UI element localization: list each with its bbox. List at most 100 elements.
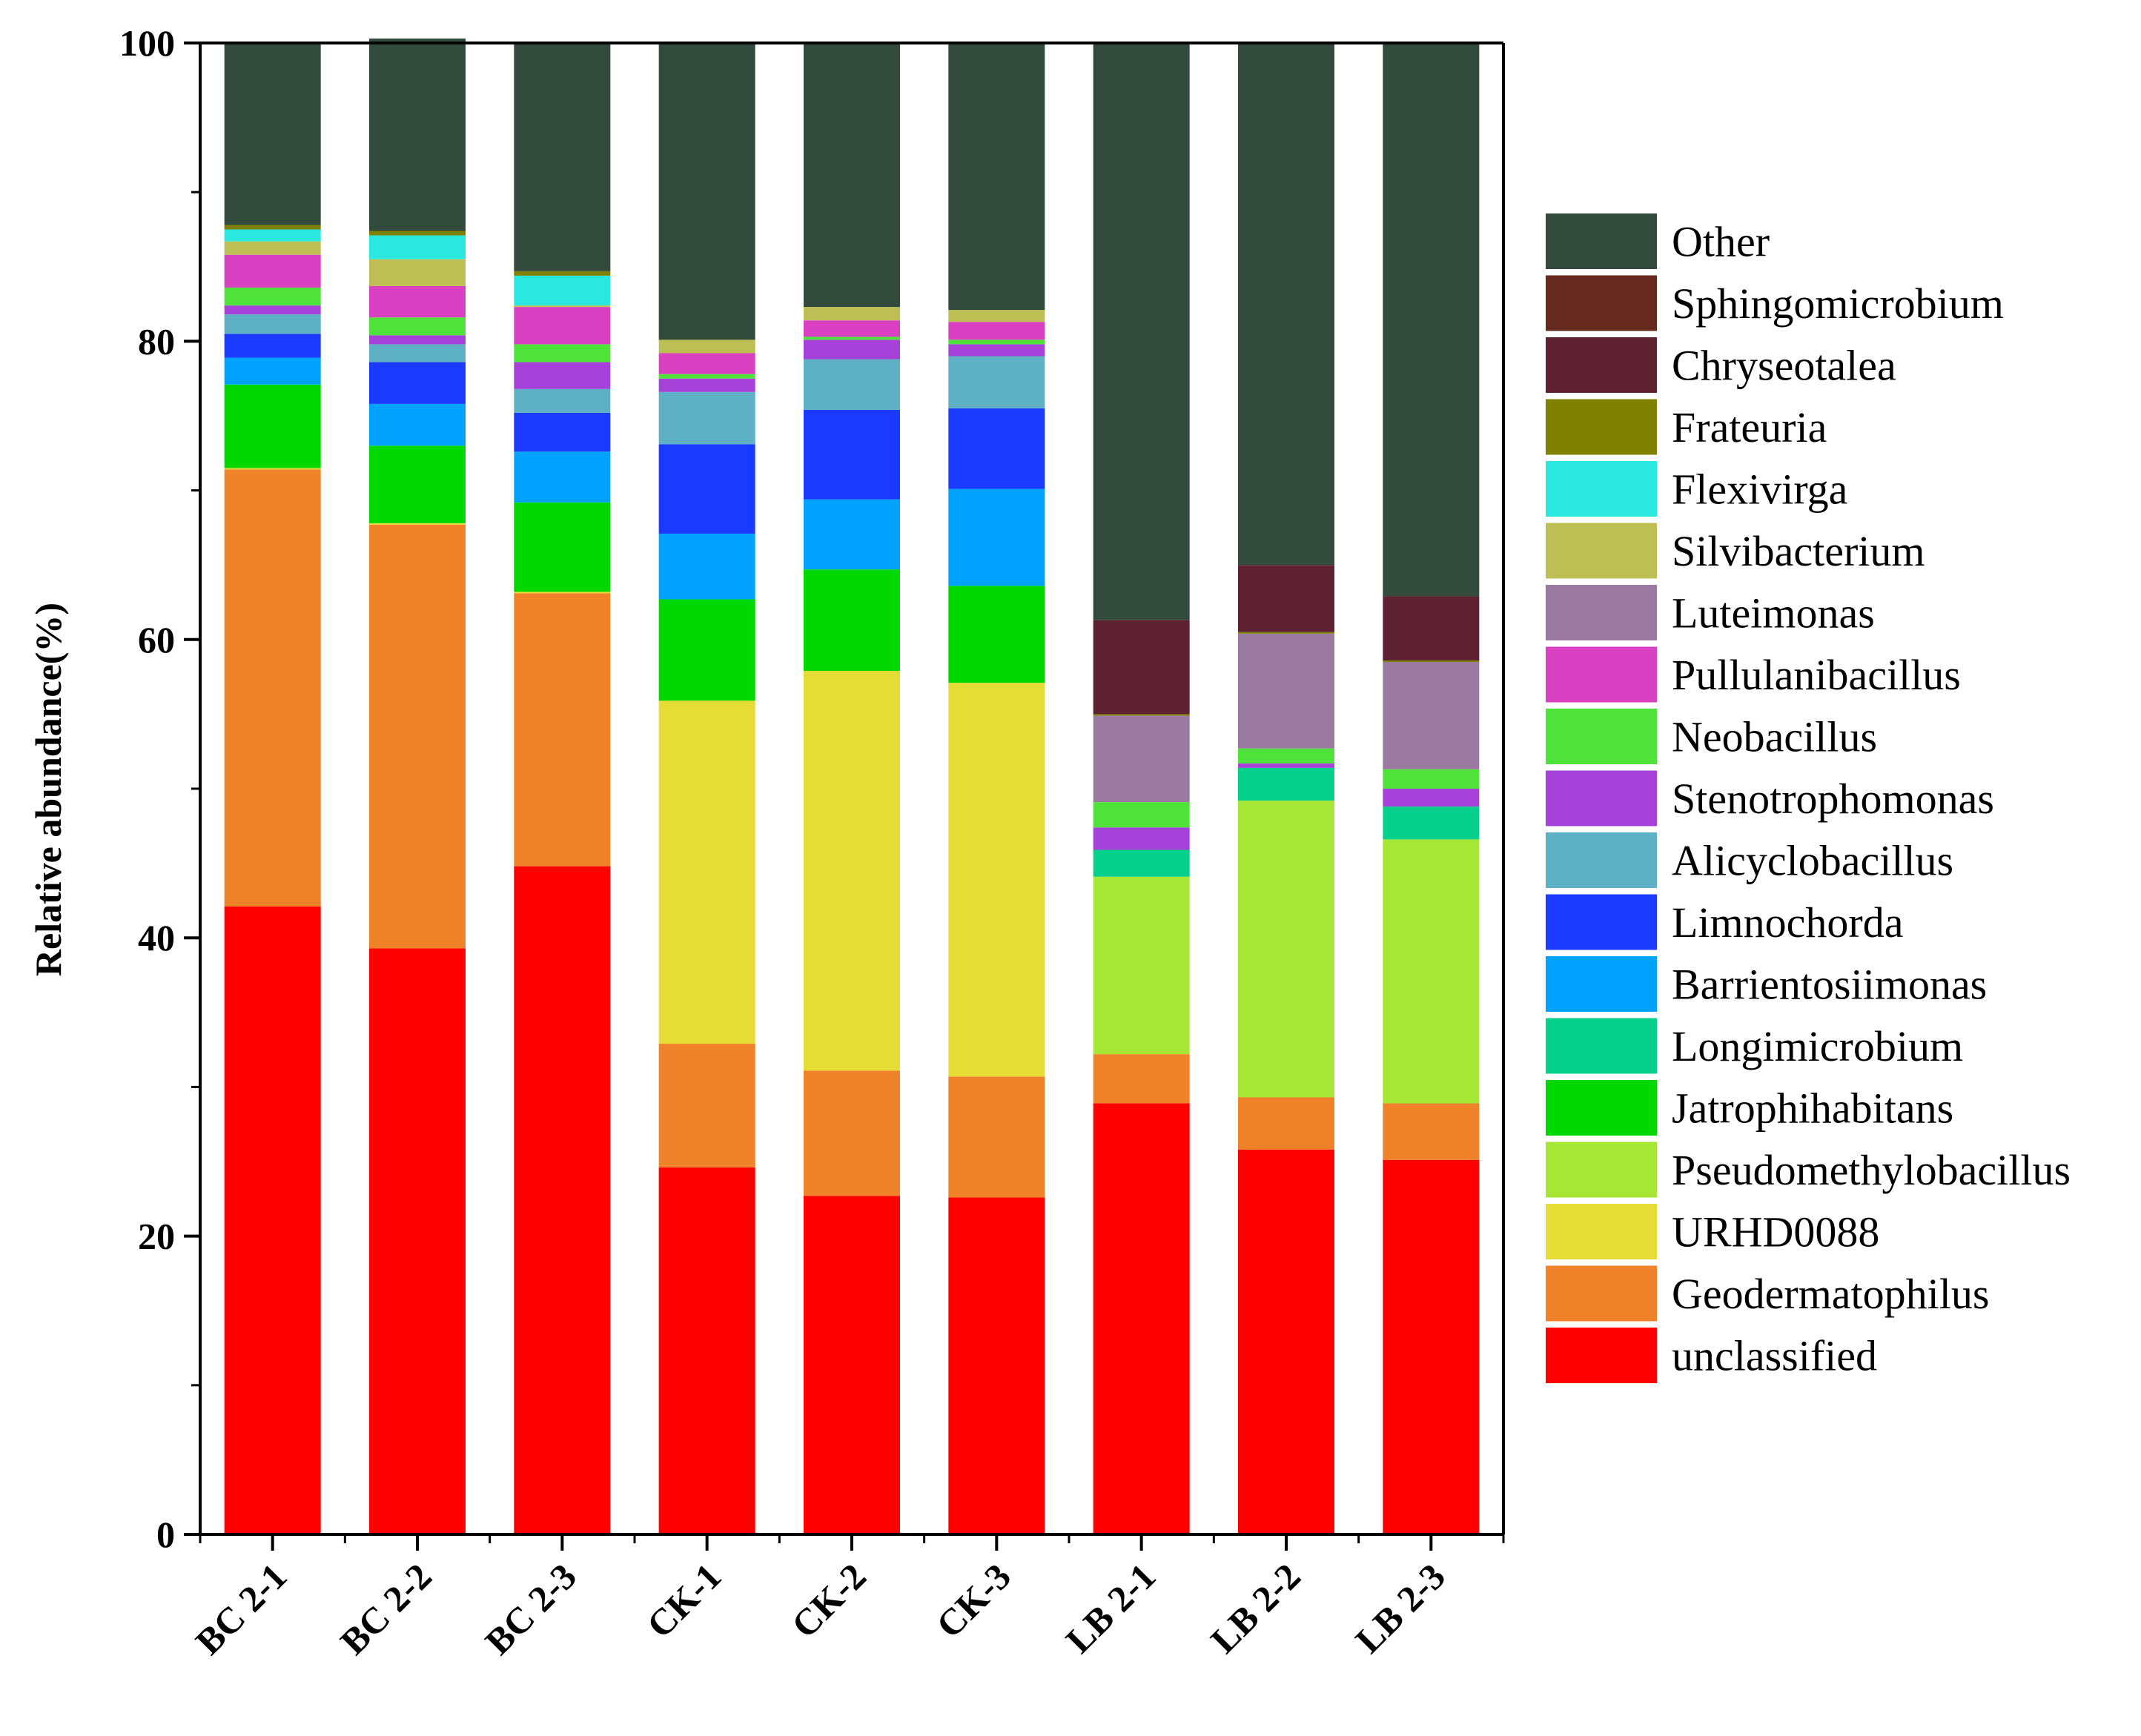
x-tick-label: BC 2-1: [188, 1555, 295, 1663]
legend-label: Alicyclobacillus: [1672, 837, 1953, 885]
bar-segment-urhd0088: [804, 671, 900, 1071]
bar-stack-bc-2-3: [514, 43, 611, 1534]
bar-segment-other: [1238, 43, 1334, 566]
bar-segment-silvibacterium: [224, 241, 321, 255]
bar-segment-silvibacterium: [948, 310, 1045, 322]
legend-label: Other: [1672, 218, 1770, 266]
bar-segment-neobacillus: [514, 344, 611, 362]
y-tick-label: 60: [138, 619, 175, 660]
y-tick-label: 100: [119, 22, 175, 64]
bar-segment-stenotrophomonas: [1093, 827, 1190, 850]
bar-segment-silvibacterium: [658, 339, 755, 354]
bar-segment-limnochorda: [224, 334, 321, 358]
bar-segment-neobacillus: [948, 339, 1045, 345]
legend: Other Sphingomicrobium Chryseotalea Frateur…: [1546, 213, 2071, 1383]
bar-segment-limnochorda: [948, 408, 1045, 489]
bar-stack-lb-2-2: [1238, 43, 1334, 1534]
bar-segment-pullulanibacillus: [804, 320, 900, 337]
legend-item-pullulanibacillus: Pullulanibacillus: [1546, 646, 1961, 703]
legend-label: URHD0088: [1672, 1208, 1879, 1256]
bar-segment-unclassified: [1383, 1159, 1480, 1534]
bar-segment-limnochorda: [369, 362, 466, 404]
legend-label: Pullulanibacillus: [1672, 651, 1961, 699]
x-tick-label: BC 2-2: [332, 1555, 440, 1663]
bars: [224, 38, 1480, 1534]
bar-segment-frateuria: [1093, 714, 1190, 716]
y-tick-label: 80: [138, 320, 175, 362]
bar-segment-geodermatophilus: [1383, 1103, 1480, 1160]
bar-stack-lb-2-3: [1383, 43, 1480, 1534]
legend-swatch: [1546, 1265, 1657, 1322]
bar-segment-stenotrophomonas: [1238, 763, 1334, 768]
bar-segment-alicyclobacillus: [224, 314, 321, 334]
bar-segment-frateuria: [514, 271, 611, 276]
bar-segment-barrientosiimonas: [224, 357, 321, 385]
x-tick-label: CK-2: [784, 1555, 874, 1646]
bar-segment-geodermatophilus: [948, 1076, 1045, 1198]
bar-segment-longimicrobium: [1383, 806, 1480, 840]
bar-segment-other: [658, 43, 755, 340]
bar-segment-chryseotalea: [1383, 596, 1480, 660]
bar-segment-geodermatophilus: [1238, 1097, 1334, 1150]
bar-segment-silvibacterium: [514, 305, 611, 308]
legend-swatch: [1546, 770, 1657, 826]
legend-item-stenotrophomonas: Stenotrophomonas: [1546, 770, 1994, 826]
bar-segment-unclassified: [658, 1167, 755, 1534]
bar-segment-other: [804, 43, 900, 308]
legend-item-urhd0088: URHD0088: [1546, 1204, 1879, 1259]
legend-label: Limnochorda: [1672, 898, 1903, 947]
y-ticks: 0 20 40 60 80 100: [119, 22, 200, 1555]
bar-segment-unclassified: [804, 1196, 900, 1534]
bar-segment-other: [514, 43, 611, 271]
bar-segment-longimicrobium: [1093, 849, 1190, 877]
x-ticks: BC 2-1 BC 2-2 BC 2-3 CK-1 CK-2 CK-3 LB 2-1 LB 2…: [188, 1534, 1505, 1663]
bar-segment-neobacillus: [1093, 802, 1190, 828]
bar-segment-longimicrobium: [1238, 767, 1334, 801]
bar-segment-barrientosiimonas: [804, 499, 900, 570]
bar-segment-flexivirga: [514, 275, 611, 306]
legend-swatch: [1546, 709, 1657, 764]
y-tick-label: 40: [138, 917, 175, 958]
legend-swatch: [1546, 337, 1657, 393]
bar-segment-jatrophihabitans: [658, 599, 755, 701]
bar-stack-ck-1: [658, 43, 755, 1534]
bar-segment-frateuria: [369, 231, 466, 236]
bar-segment-stenotrophomonas: [1383, 789, 1480, 807]
legend-label: Stenotrophomonas: [1672, 775, 1994, 823]
legend-swatch: [1546, 894, 1657, 950]
legend-swatch: [1546, 1080, 1657, 1136]
bar-segment-stenotrophomonas: [658, 378, 755, 392]
legend-swatch: [1546, 1018, 1657, 1074]
bar-segment-geodermatophilus: [224, 469, 321, 907]
bar-segment-limnochorda: [658, 444, 755, 534]
bar-segment-neobacillus: [224, 287, 321, 306]
bar-segment-unclassified: [1238, 1149, 1334, 1534]
bar-segment-other: [1383, 43, 1480, 597]
legend-label: Barrientosiimonas: [1672, 961, 1987, 1009]
legend-item-barrientosiimonas: Barrientosiimonas: [1546, 956, 1987, 1012]
bar-segment-other: [1093, 43, 1190, 620]
bar-segment-geodermatophilus: [804, 1070, 900, 1196]
bar-segment-stenotrophomonas: [514, 362, 611, 389]
bar-segment-pullulanibacillus: [948, 322, 1045, 340]
bar-segment-frateuria: [1238, 632, 1334, 634]
bar-segment-alicyclobacillus: [514, 388, 611, 413]
legend-label: Jatrophihabitans: [1672, 1084, 1953, 1133]
legend-label: Flexivirga: [1672, 466, 1847, 514]
bar-segment-neobacillus: [1383, 769, 1480, 789]
bar-segment-neobacillus: [804, 337, 900, 340]
legend-swatch: [1546, 461, 1657, 517]
legend-item-chryseotalea: Chryseotalea: [1546, 337, 1896, 393]
legend-item-sphingomicrobium: Sphingomicrobium: [1546, 275, 2004, 331]
legend-item-geodermatophilus: Geodermatophilus: [1546, 1265, 1989, 1322]
bar-segment-neobacillus: [1238, 748, 1334, 763]
bar-segment-chryseotalea: [1093, 620, 1190, 715]
bar-segment-alicyclobacillus: [804, 359, 900, 410]
x-tick-label: LB 2-3: [1347, 1555, 1453, 1661]
legend-label: Frateuria: [1672, 403, 1827, 451]
x-tick-label: LB 2-1: [1058, 1555, 1164, 1661]
legend-item-silvibacterium: Silvibacterium: [1546, 523, 1925, 579]
bar-segment-geodermatophilus: [514, 593, 611, 867]
legend-swatch: [1546, 1204, 1657, 1259]
